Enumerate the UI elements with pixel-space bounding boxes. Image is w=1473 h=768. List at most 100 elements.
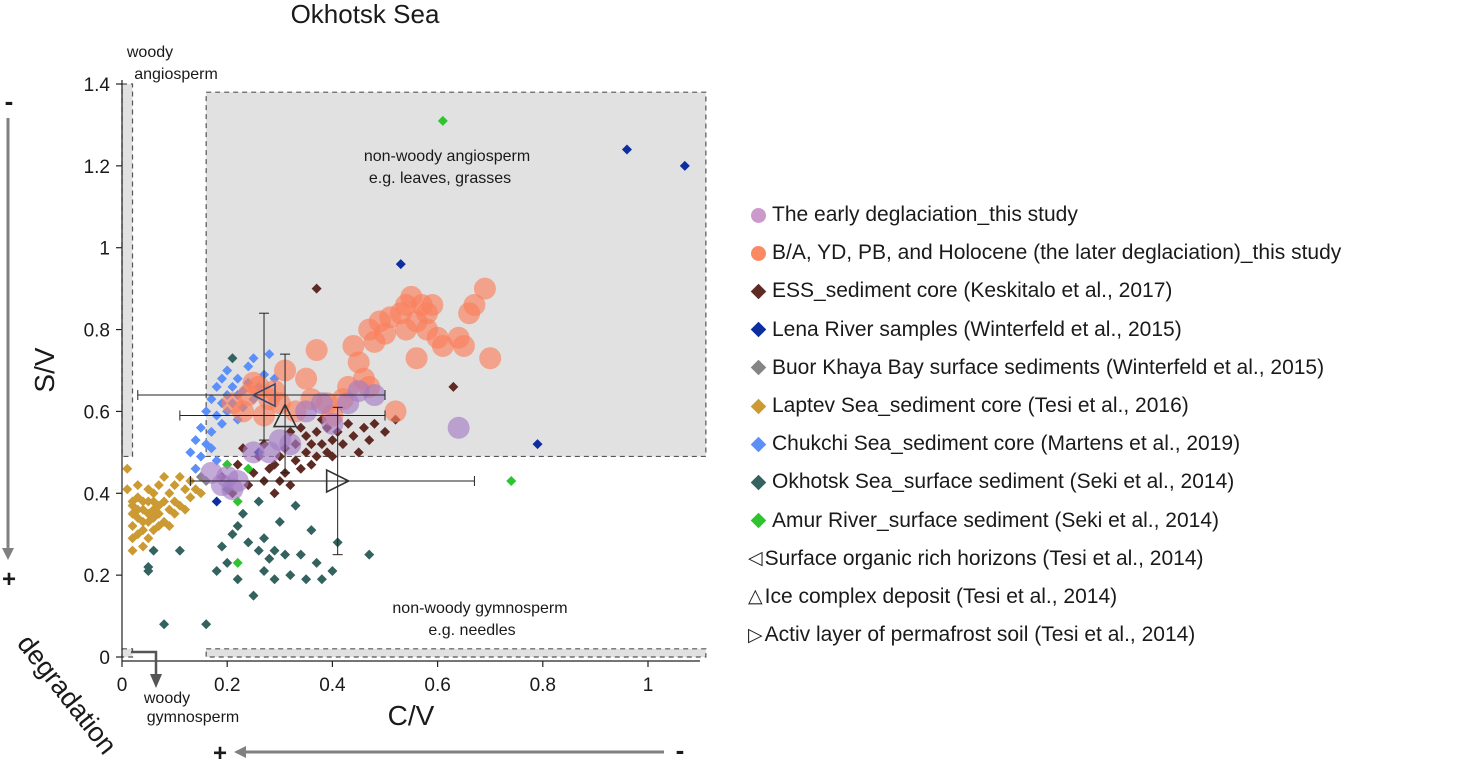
data-point-diamond [159, 471, 170, 482]
data-point-diamond [311, 451, 322, 462]
data-point-diamond [201, 619, 212, 630]
data-point-diamond [138, 516, 149, 527]
data-point-diamond [232, 521, 243, 532]
vertical-degradation-arrowhead [2, 548, 14, 560]
region-sublabel-woody-gymnosperm: gymnosperm [147, 709, 239, 726]
data-point-diamond [369, 418, 380, 429]
data-point-diamond [327, 566, 338, 577]
y-tick-label: 1.4 [84, 75, 111, 96]
legend-item-laptev: Laptev Sea_sediment core (Tesi et al., 2… [748, 387, 1341, 425]
data-point-diamond [264, 349, 275, 360]
legend-item-early-deglaciation: The early deglaciation_this study [748, 196, 1341, 234]
data-point-diamond [211, 496, 222, 507]
data-point-diamond [232, 574, 243, 585]
data-point-diamond [195, 488, 206, 499]
data-point-diamond [185, 447, 196, 458]
data-point-diamond [295, 422, 306, 433]
data-point-diamond [395, 259, 406, 270]
legend-marker-diamond [748, 472, 768, 492]
data-point-diamond [437, 115, 448, 126]
data-point-diamond [127, 545, 138, 556]
legend-marker-circle [748, 243, 768, 263]
data-point-diamond [353, 447, 364, 458]
legend-label: Activ layer of permafrost soil (Tesi et … [764, 623, 1196, 647]
legend-marker-diamond [748, 320, 768, 340]
data-point-diamond [243, 361, 254, 372]
data-point-diamond [227, 353, 238, 364]
data-point-circle [452, 334, 475, 357]
data-point-diamond [285, 480, 296, 491]
data-point-diamond [143, 484, 154, 495]
region-label-woody-gymnosperm: woody [143, 690, 190, 707]
y-axis-title: S/V [29, 347, 60, 392]
legend-marker-diamond [748, 511, 768, 531]
region-box [205, 648, 707, 658]
data-point-diamond [364, 549, 375, 560]
data-point-diamond [227, 381, 238, 392]
data-point-diamond [216, 418, 227, 429]
data-point-diamond [248, 353, 259, 364]
axes [121, 80, 700, 662]
data-point-diamond [216, 541, 227, 552]
data-point-diamond [327, 435, 338, 446]
legend-item-later-deglaciation: B/A, YD, PB, and Holocene (the later deg… [748, 234, 1341, 272]
data-point-diamond [232, 373, 243, 384]
y-tick-label: 0.4 [84, 484, 111, 505]
data-point-diamond [343, 418, 354, 429]
data-point-diamond [164, 521, 175, 532]
data-point-triangle-up [272, 402, 298, 428]
data-point-diamond [448, 381, 459, 392]
data-point-diamond [169, 480, 180, 491]
x-tick-label: 0 [117, 675, 128, 696]
legend-marker-circle [748, 205, 768, 225]
legend-label: Okhotsk Sea_surface sediment (Seki et al… [772, 470, 1235, 494]
error-bars [137, 312, 475, 556]
legend-item-ess: ESS_sediment core (Keskitalo et al., 201… [748, 272, 1341, 310]
data-point-diamond [264, 553, 275, 564]
horizontal-plus-sign: + [213, 740, 227, 767]
data-point-diamond [143, 566, 154, 577]
data-point-diamond [259, 566, 270, 577]
region-sublabel-non-woody-gymnosperm: e.g. needles [428, 622, 515, 639]
data-point-circle [305, 339, 328, 362]
data-point-diamond [148, 545, 159, 556]
data-point-diamond [122, 484, 133, 495]
legend-item-active-layer: ▷ Activ layer of permafrost soil (Tesi et… [748, 616, 1341, 654]
data-point-diamond [253, 545, 264, 556]
legend-label: Laptev Sea_sediment core (Tesi et al., 2… [772, 394, 1189, 418]
region-box [121, 648, 134, 658]
data-point-diamond [148, 496, 159, 507]
data-point-circle [295, 367, 318, 390]
data-point-diamond [506, 476, 517, 487]
region-boxes [121, 83, 707, 658]
data-point-diamond [185, 492, 196, 503]
data-point-diamond [274, 516, 285, 527]
data-point-diamond [127, 521, 138, 532]
data-point-diamond [295, 549, 306, 560]
ticks: 0 0.2 0.4 0.6 0.8 1 0 0.2 0.4 0.6 0.8 1 1.2 1.4 [84, 75, 654, 696]
data-point-diamond [206, 443, 217, 454]
y-tick-label: 0.8 [84, 321, 110, 342]
legend-label: ESS_sediment core (Keskitalo et al., 201… [772, 279, 1173, 303]
horizontal-minus-sign: - [676, 735, 685, 765]
legend-marker-diamond [748, 396, 768, 416]
data-point-diamond [132, 504, 143, 515]
legend-item-ice-complex: △ Ice complex deposit (Tesi et al., 2014) [748, 578, 1341, 616]
data-point-diamond [306, 459, 317, 470]
x-tick-label: 0.8 [530, 675, 556, 696]
data-point-diamond [316, 439, 327, 450]
data-point-diamond [206, 426, 217, 437]
data-point-diamond [301, 574, 312, 585]
data-point-diamond [380, 426, 390, 437]
data-point-diamond [132, 480, 143, 491]
legend-label: Ice complex deposit (Tesi et al., 2014) [764, 584, 1118, 608]
data-point-diamond [122, 463, 133, 474]
legend-label: Amur River_surface sediment (Seki et al.… [772, 508, 1220, 532]
data-point-diamond [227, 529, 238, 540]
data-point-triangle-right [325, 468, 351, 494]
data-point-diamond [153, 508, 164, 519]
data-point-diamond [159, 619, 170, 630]
data-point-diamond [301, 430, 312, 441]
vertical-plus-sign: + [2, 566, 16, 593]
data-point-diamond [364, 435, 375, 446]
